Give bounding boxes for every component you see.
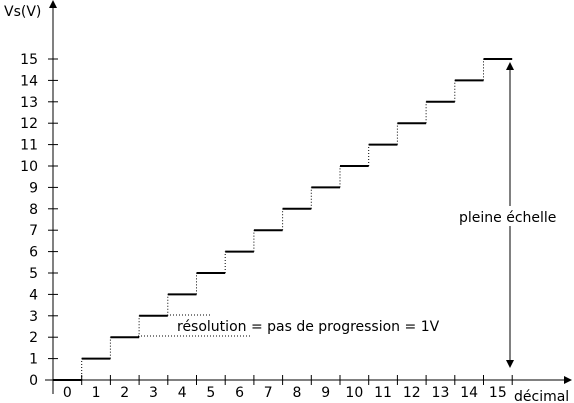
y-tick-label: 3 [29, 309, 38, 325]
x-tick-label: 10 [345, 385, 363, 401]
x-tick-label: 3 [149, 385, 158, 401]
y-tick-label: 1 [29, 352, 38, 368]
step-series [53, 58, 513, 381]
x-tick-label: 2 [120, 385, 129, 401]
y-tick-label: 15 [20, 52, 38, 68]
x-tick-label: 12 [403, 385, 421, 401]
y-tick-label: 8 [29, 202, 38, 218]
y-tick-label: 14 [20, 73, 38, 89]
x-tick-label: 5 [206, 385, 215, 401]
y-tick-label: 10 [20, 159, 38, 175]
y-tick-label: 7 [29, 223, 38, 239]
y-tick-label: 9 [29, 180, 38, 196]
resolution-label: résolution = pas de progression = 1V [177, 319, 440, 335]
x-tick-label: 0 [63, 385, 72, 401]
y-tick-label: 12 [20, 116, 38, 132]
y-tick-label: 4 [29, 287, 38, 303]
axes [45, 0, 572, 394]
x-tick-label: 4 [178, 385, 187, 401]
x-tick-label: 7 [264, 385, 273, 401]
x-tick-label: 1 [92, 385, 101, 401]
y-tick-label: 11 [20, 138, 38, 154]
full-scale-annotation: pleine échelle [455, 62, 569, 368]
x-tick-label: 13 [432, 385, 450, 401]
x-tick-label: 6 [235, 385, 244, 401]
y-tick-label: 13 [20, 95, 38, 111]
x-tick-label: 8 [292, 385, 301, 401]
y-axis-label: Vs(V) [4, 4, 41, 20]
x-tick-label: 14 [460, 385, 478, 401]
full-scale-label: pleine échelle [459, 210, 556, 226]
x-tick-label: 15 [489, 385, 507, 401]
y-tick-label: 2 [29, 330, 38, 346]
y-tick-label: 0 [29, 373, 38, 389]
y-tick-label: 5 [29, 266, 38, 282]
x-axis-label: décimal [514, 389, 569, 403]
x-ticks: 0 1 2 3 4 5 6 7 8 9 10 11 12 13 14 15 [52, 375, 513, 401]
x-tick-label: 9 [321, 385, 330, 401]
full-scale-label-bg [455, 206, 569, 226]
y-tick-label: 6 [29, 245, 38, 261]
x-tick-label: 11 [374, 385, 392, 401]
resolution-annotation: résolution = pas de progression = 1V [138, 314, 440, 337]
